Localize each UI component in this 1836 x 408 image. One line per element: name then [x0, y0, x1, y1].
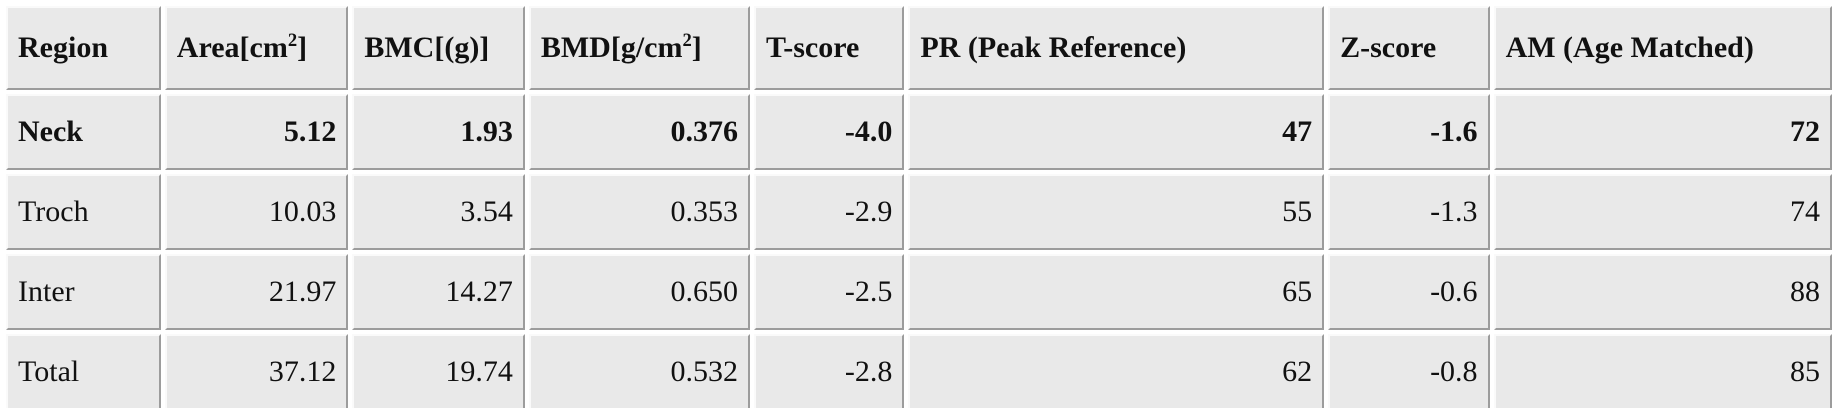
cell-z-score: -0.6	[1328, 254, 1490, 330]
cell-area: 21.97	[164, 254, 349, 330]
table-row-total: Total 37.12 19.74 0.532 -2.8 62 -0.8 85	[6, 334, 1832, 408]
cell-t-score: -2.8	[753, 334, 905, 408]
cell-z-score: -1.3	[1328, 174, 1490, 250]
cell-bmd: 0.353	[528, 174, 750, 250]
header-peak-reference: PR (Peak Reference)	[908, 6, 1325, 90]
cell-region: Total	[6, 334, 161, 408]
header-bmd: BMD[g/cm2]	[528, 6, 750, 90]
cell-peak-reference: 62	[908, 334, 1325, 408]
cell-peak-reference: 55	[908, 174, 1325, 250]
header-z-score: Z-score	[1328, 6, 1490, 90]
cell-area: 37.12	[164, 334, 349, 408]
cell-t-score: -2.5	[753, 254, 905, 330]
cell-age-matched: 85	[1493, 334, 1832, 408]
cell-peak-reference: 47	[908, 94, 1325, 170]
header-area: Area[cm2]	[164, 6, 349, 90]
cell-t-score: -2.9	[753, 174, 905, 250]
cell-bmd: 0.650	[528, 254, 750, 330]
cell-bmc: 14.27	[352, 254, 525, 330]
cell-region: Troch	[6, 174, 161, 250]
cell-t-score: -4.0	[753, 94, 905, 170]
cell-region: Inter	[6, 254, 161, 330]
header-age-matched: AM (Age Matched)	[1493, 6, 1832, 90]
cell-z-score: -1.6	[1328, 94, 1490, 170]
cell-bmc: 3.54	[352, 174, 525, 250]
header-region: Region	[6, 6, 161, 90]
cell-region: Neck	[6, 94, 161, 170]
cell-peak-reference: 65	[908, 254, 1325, 330]
table-row-troch: Troch 10.03 3.54 0.353 -2.9 55 -1.3 74	[6, 174, 1832, 250]
cell-age-matched: 72	[1493, 94, 1832, 170]
header-t-score: T-score	[753, 6, 905, 90]
table-row-neck: Neck 5.12 1.93 0.376 -4.0 47 -1.6 72	[6, 94, 1832, 170]
header-row: Region Area[cm2] BMC[(g)] BMD[g/cm2] T-s…	[6, 6, 1832, 90]
cell-bmd: 0.532	[528, 334, 750, 408]
cell-bmc: 19.74	[352, 334, 525, 408]
table-row-inter: Inter 21.97 14.27 0.650 -2.5 65 -0.6 88	[6, 254, 1832, 330]
cell-area: 5.12	[164, 94, 349, 170]
cell-age-matched: 88	[1493, 254, 1832, 330]
cell-z-score: -0.8	[1328, 334, 1490, 408]
cell-area: 10.03	[164, 174, 349, 250]
header-bmc: BMC[(g)]	[352, 6, 525, 90]
cell-bmd: 0.376	[528, 94, 750, 170]
cell-bmc: 1.93	[352, 94, 525, 170]
cell-age-matched: 74	[1493, 174, 1832, 250]
